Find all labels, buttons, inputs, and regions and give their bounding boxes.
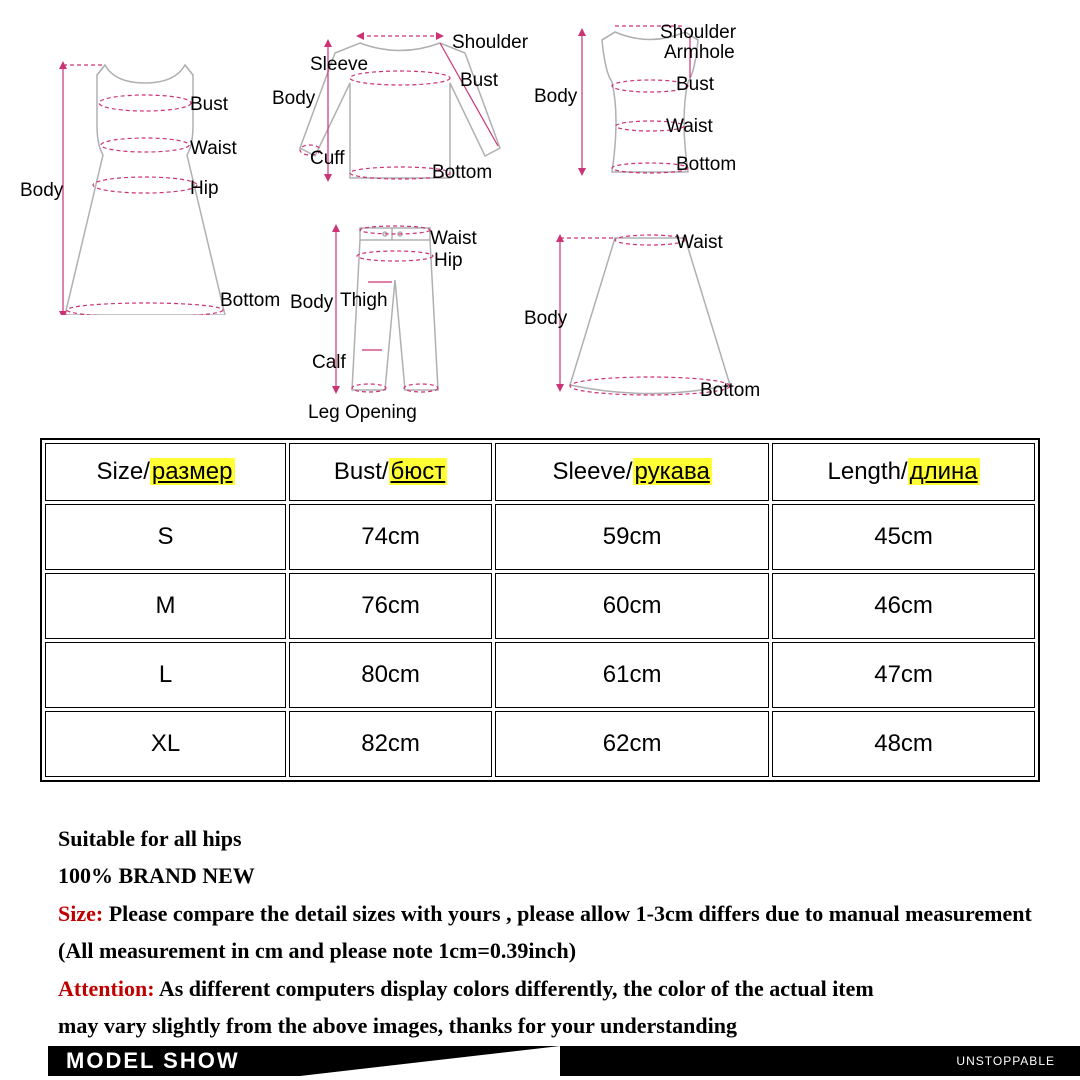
note-size-text: Please compare the detail sizes with you… (103, 901, 1032, 926)
shirt-sleeve-label: Sleeve (310, 54, 368, 76)
table-header-cell: Bust/бюст (289, 443, 492, 501)
table-cell: L (45, 642, 286, 708)
vest-waist-label: Waist (666, 116, 713, 138)
note-attention: Attention: As different computers displa… (58, 970, 1038, 1007)
table-row: M76cm60cm46cm (45, 573, 1035, 639)
table-header-row: Size/размерBust/бюстSleeve/рукаваLength/… (45, 443, 1035, 501)
shirt-shoulder-label: Shoulder (452, 32, 528, 54)
note-brandnew: 100% BRAND NEW (58, 857, 1038, 894)
dress-bottom-label: Bottom (220, 290, 280, 312)
table-cell: 45cm (772, 504, 1035, 570)
dress-body-label: Body (20, 180, 63, 202)
table-cell: 61cm (495, 642, 769, 708)
shirt-bottom-label: Bottom (432, 162, 492, 184)
table-row: L80cm61cm47cm (45, 642, 1035, 708)
vest-shoulder-label: Shoulder (660, 22, 736, 44)
pants-hip-label: Hip (434, 250, 463, 272)
table-cell: 46cm (772, 573, 1035, 639)
table-cell: 74cm (289, 504, 492, 570)
footer-unstoppable: UNSTOPPABLE (956, 1054, 1055, 1068)
table-cell: 59cm (495, 504, 769, 570)
pants-calf-label: Calf (312, 352, 346, 374)
table-header-cell: Sleeve/рукава (495, 443, 769, 501)
footer-model-show: MODEL SHOW (66, 1048, 240, 1074)
dress-bust-label: Bust (190, 94, 228, 116)
pants-thigh-label: Thigh (340, 290, 388, 312)
note-size: Size: Please compare the detail sizes wi… (58, 895, 1038, 932)
table-cell: 60cm (495, 573, 769, 639)
vest-body-label: Body (534, 86, 577, 108)
shirt-bust-label: Bust (460, 70, 498, 92)
table-cell: 48cm (772, 711, 1035, 777)
pants-waist-label: Waist (430, 228, 477, 250)
vest-bottom-label: Bottom (676, 154, 736, 176)
skirt-body-label: Body (524, 308, 567, 330)
size-table: Size/размерBust/бюстSleeve/рукаваLength/… (40, 438, 1040, 782)
note-attention-text: As different computers display colors di… (155, 976, 874, 1001)
note-attention-prefix: Attention: (58, 976, 155, 1001)
skirt-diagram (540, 230, 760, 405)
table-cell: M (45, 573, 286, 639)
table-cell: 80cm (289, 642, 492, 708)
note-hips: Suitable for all hips (58, 820, 1038, 857)
table-cell: 47cm (772, 642, 1035, 708)
table-cell: XL (45, 711, 286, 777)
pants-legopen-label: Leg Opening (308, 402, 417, 424)
note-size-line2: (All measurement in cm and please note 1… (58, 932, 1038, 969)
table-row: XL82cm62cm48cm (45, 711, 1035, 777)
pants-body-label: Body (290, 292, 333, 314)
vest-armhole-label: Armhole (664, 42, 735, 64)
dress-waist-label: Waist (190, 138, 237, 160)
note-attention-line2: may vary slightly from the above images,… (58, 1007, 1038, 1044)
notes-block: Suitable for all hips 100% BRAND NEW Siz… (58, 820, 1038, 1044)
shirt-body-label: Body (272, 88, 315, 110)
vest-bust-label: Bust (676, 74, 714, 96)
table-cell: 76cm (289, 573, 492, 639)
table-row: S74cm59cm45cm (45, 504, 1035, 570)
table-header-cell: Length/длина (772, 443, 1035, 501)
shirt-cuff-label: Cuff (310, 148, 345, 170)
footer-triangle-cut (300, 1046, 560, 1076)
skirt-waist-label: Waist (676, 232, 723, 254)
table-body: S74cm59cm45cmM76cm60cm46cmL80cm61cm47cmX… (45, 504, 1035, 777)
footer-bar: MODEL SHOW UNSTOPPABLE (48, 1046, 1080, 1076)
table-cell: 62cm (495, 711, 769, 777)
note-size-prefix: Size: (58, 901, 103, 926)
measurement-diagrams: Body Bust Waist Hip Bottom Body Sleeve S… (20, 10, 760, 425)
table-cell: S (45, 504, 286, 570)
table-header-cell: Size/размер (45, 443, 286, 501)
table-cell: 82cm (289, 711, 492, 777)
dress-hip-label: Hip (190, 178, 219, 200)
skirt-bottom-label: Bottom (700, 380, 760, 402)
